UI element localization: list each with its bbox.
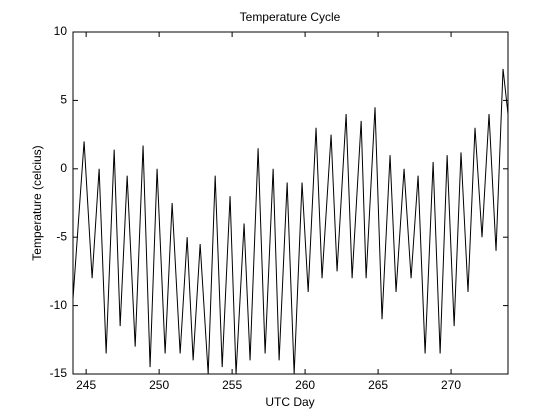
x-tick-label: 245 [76,378,96,392]
chart-title: Temperature Cycle [240,10,341,24]
x-tick-label: 270 [441,378,461,392]
y-tick-label: 10 [54,24,68,38]
y-tick-label: -15 [50,366,68,380]
x-tick-label: 250 [149,378,169,392]
x-tick-label: 260 [295,378,315,392]
y-tick-label: -10 [50,298,68,312]
x-tick-label: 265 [368,378,388,392]
y-tick-label: 5 [60,93,67,107]
y-tick-label: -5 [56,229,67,243]
y-axis-label: Temperature (celcius) [30,145,44,260]
line [72,68,509,375]
y-tick-label: 0 [60,161,67,175]
x-axis-label: UTC Day [265,395,314,409]
x-tick-label: 255 [222,378,242,392]
plot-area [72,31,509,375]
